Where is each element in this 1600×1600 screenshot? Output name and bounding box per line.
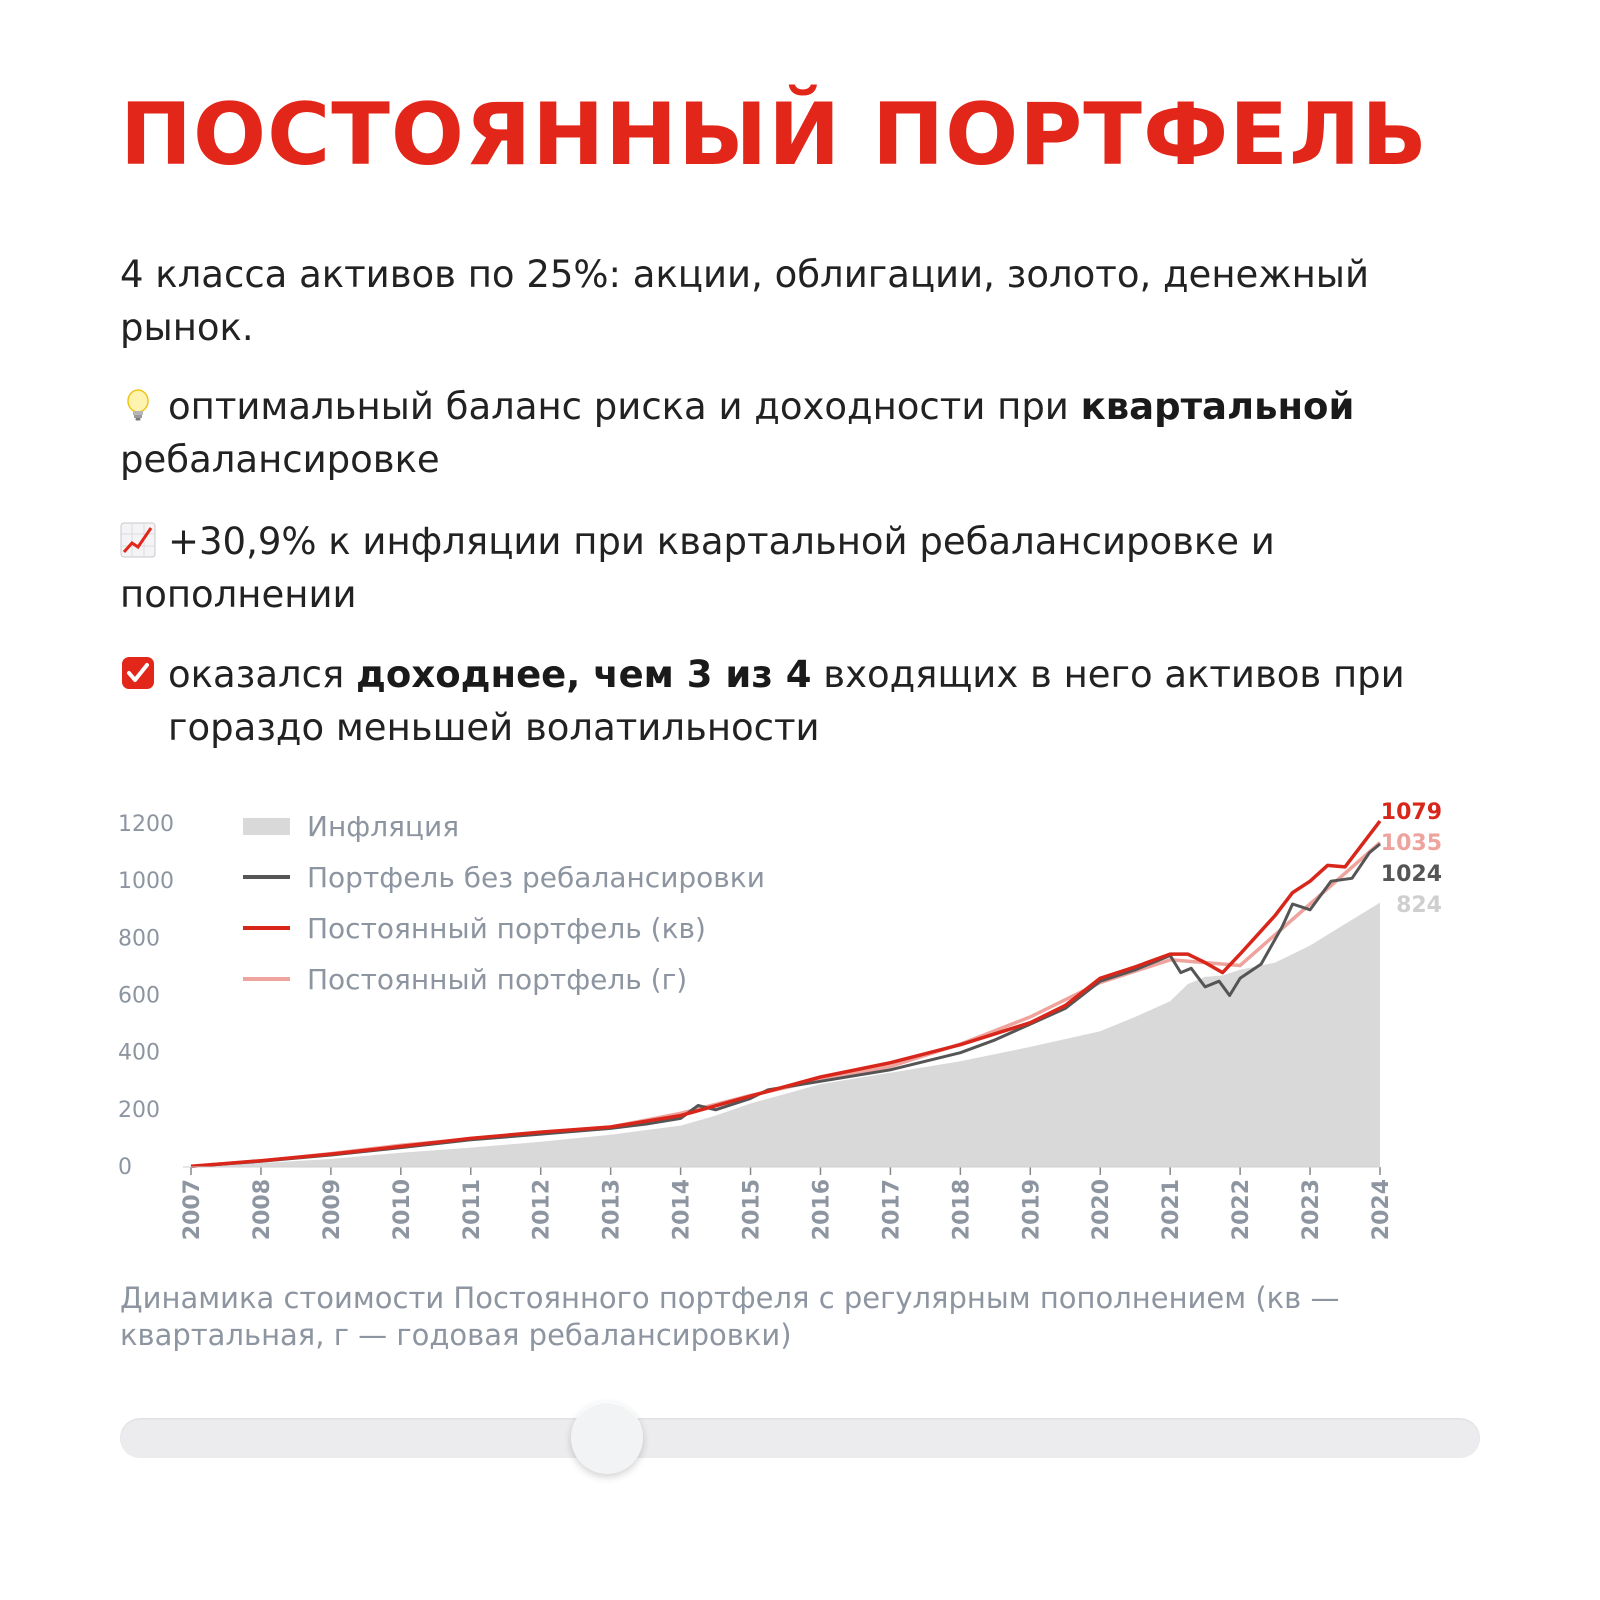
bullet-inflation-return-text: +30,9% к инфляции при квартальной ребала… (120, 520, 1275, 616)
x-tick-label: 2019 (1019, 1179, 1044, 1240)
x-tick-label: 2009 (320, 1179, 345, 1240)
legend-label: Инфляция (307, 810, 459, 843)
page-title: ПОСТОЯННЫЙ ПОРТФЕЛЬ (120, 85, 1428, 185)
bullet-optimal-balance: оптимальный баланс риска и доходности пр… (120, 380, 1480, 486)
legend-swatch-inflation (243, 818, 290, 835)
x-tick-label: 2011 (460, 1179, 485, 1240)
end-label: 1024 (1381, 862, 1442, 887)
inflation-area (191, 902, 1380, 1167)
legend-label: Портфель без ребалансировки (307, 861, 765, 894)
bullet-optimal-balance-bold: квартальной (1080, 385, 1355, 428)
x-tick-label: 2007 (180, 1179, 205, 1240)
x-tick-label: 2024 (1369, 1179, 1394, 1240)
x-tick-label: 2012 (530, 1179, 555, 1240)
y-tick-label: 400 (118, 1041, 160, 1066)
x-tick-label: 2017 (879, 1179, 904, 1240)
portfolio-chart: 0 200 400 600 800 1000 1200 2007 2008 2009 2010 201… (118, 800, 1442, 1240)
x-tick-label: 2022 (1229, 1179, 1254, 1240)
legend-label: Постоянный портфель (кв) (307, 912, 706, 945)
series-lines-layer (190, 820, 1382, 1169)
y-tick-label: 200 (118, 1098, 160, 1123)
inflation-area-layer (191, 902, 1380, 1167)
end-label: 1035 (1381, 831, 1442, 856)
legend-label: Постоянный портфель (г) (307, 963, 687, 996)
x-tick-label: 2020 (1089, 1179, 1114, 1240)
x-tick-label: 2010 (390, 1179, 415, 1240)
series-line-2 (190, 820, 1382, 1169)
chart-caption: Динамика стоимости Постоянного портфеля … (120, 1281, 1340, 1352)
x-tick-label: 2016 (809, 1179, 834, 1240)
chart-increasing-icon (120, 522, 156, 558)
x-tick-label: 2014 (670, 1179, 695, 1240)
x-tick-label: 2015 (740, 1179, 765, 1240)
x-tick-label: 2013 (600, 1179, 625, 1240)
bullet-outperformed-text: оказался (168, 653, 357, 696)
bullet-optimal-balance-text: оптимальный баланс риска и доходности пр… (168, 385, 1081, 428)
x-tick-label: 2018 (949, 1179, 974, 1240)
check-box-icon (122, 657, 154, 689)
y-tick-label: 0 (118, 1155, 132, 1180)
y-tick-label: 1000 (118, 869, 174, 894)
y-tick-label: 1200 (118, 812, 174, 837)
bullet-asset-classes: 4 класса активов по 25%: акции, облигаци… (120, 253, 1370, 349)
lightbulb-icon (127, 389, 149, 421)
bullet-outperformed-tail: входящих в него активов при гораздо мень… (168, 653, 1405, 749)
bullet-optimal-balance-tail: ребалансировке (120, 438, 440, 481)
end-label: 824 (1396, 893, 1442, 918)
x-tick-label: 2023 (1299, 1179, 1324, 1240)
y-tick-label: 600 (118, 984, 160, 1009)
end-labels: 1079 1035 1024 824 (1381, 800, 1442, 918)
bullet-outperformed-bold: доходнее, чем 3 из 4 (356, 653, 812, 696)
bullet-outperformed: оказался доходнее, чем 3 из 4 входящих в… (120, 648, 1528, 754)
y-tick-label: 800 (118, 926, 160, 951)
bullet-inflation-return: +30,9% к инфляции при квартальной ребала… (120, 515, 1420, 621)
x-tick-label: 2008 (250, 1179, 275, 1240)
carousel-scrollbar-thumb[interactable] (570, 1402, 643, 1474)
end-label: 1079 (1381, 800, 1442, 825)
x-tick-label: 2021 (1159, 1179, 1184, 1240)
axes-layer: 0 200 400 600 800 1000 1200 2007 2008 2009 2010 201… (118, 812, 1394, 1240)
legend: Инфляция Портфель без ребалансировки Посто… (243, 810, 765, 996)
carousel-scrollbar-track[interactable] (120, 1418, 1480, 1458)
